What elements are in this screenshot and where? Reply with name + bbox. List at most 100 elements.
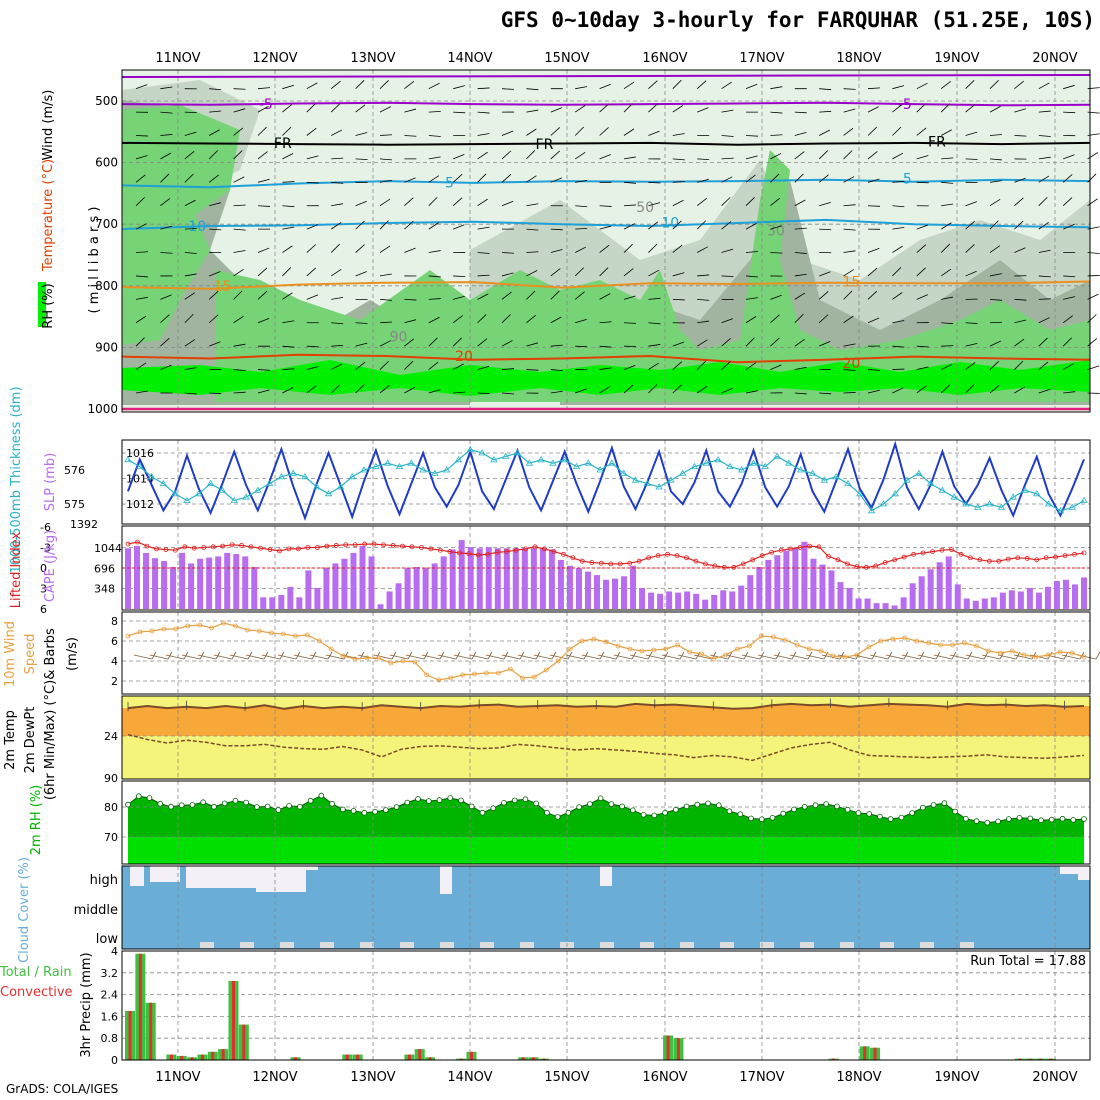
- wind-barb: [184, 339, 196, 347]
- lifted-index-point: [343, 542, 349, 548]
- rh-legend-swatch: [38, 282, 46, 327]
- rh2m-axis-label: 2m RH (%): [29, 785, 44, 856]
- rh2m-point: [168, 803, 174, 810]
- wind-barb: [160, 314, 170, 324]
- wind-barb: [745, 135, 759, 137]
- wind-barb: [184, 199, 196, 207]
- wind-barb: [672, 79, 682, 89]
- wind-barb: [550, 369, 563, 372]
- wind-barb: [648, 221, 659, 230]
- lifted-index-point: [494, 549, 500, 555]
- wind-barb: [160, 198, 171, 207]
- wind-barb: [721, 109, 734, 113]
- wind-barb: [184, 252, 197, 254]
- wind-barb: [623, 365, 636, 370]
- wind-barb: [867, 178, 880, 183]
- thickness-point: [844, 479, 852, 487]
- wind-barb-10m: [181, 654, 201, 660]
- chart-title: GFS 0~10day 3-hourly for FARQUHAR (51.25…: [500, 8, 1095, 32]
- wind-barb: [843, 176, 855, 183]
- wind-barb: [379, 134, 393, 136]
- wind-speed-point: [304, 632, 310, 638]
- lifted-index-point: [390, 543, 396, 548]
- precip-tick-label: 0: [111, 1054, 118, 1067]
- rh-contour-region: [122, 360, 1090, 396]
- wind-barb: [965, 80, 975, 89]
- cape-bar: [341, 558, 348, 609]
- rh2m-point: [887, 816, 894, 822]
- wind-barb: [1014, 338, 1025, 347]
- thickness-point: [643, 479, 652, 487]
- wind-barb: [843, 343, 856, 347]
- wind-barb-10m: [277, 654, 297, 660]
- wind-barb: [745, 251, 758, 253]
- wind-barb: [550, 249, 563, 253]
- wind-barb: [477, 226, 490, 230]
- wind-axis-label-c: & Barbs: [43, 628, 58, 680]
- date-label-top: 15NOV: [544, 51, 589, 66]
- precip-convective-bar: [832, 1058, 836, 1060]
- temp-axis-label-a: 2m Temp: [3, 710, 18, 770]
- thickness-point: [171, 490, 179, 497]
- wind-barb: [989, 384, 1000, 394]
- thickness-point: [124, 456, 132, 463]
- wind-barb: [916, 224, 929, 230]
- precip-convective-bar: [676, 1038, 680, 1060]
- rh2m-point: [640, 811, 647, 818]
- wind-barb: [574, 126, 584, 136]
- wind-barb: [989, 245, 1001, 253]
- wind-barb: [184, 292, 196, 300]
- wind-barb: [794, 338, 805, 347]
- wind-speed-point: [854, 652, 860, 658]
- wind-barb: [892, 126, 902, 136]
- lifted-index-point: [153, 546, 159, 552]
- wind-speed-point: [675, 642, 681, 648]
- wind-barb: [135, 390, 148, 394]
- wind-barb: [1038, 221, 1049, 230]
- cape-bar: [188, 563, 195, 609]
- wind-barb: [599, 154, 611, 160]
- wind-barb: [306, 155, 319, 160]
- rh2m-point: [587, 801, 593, 807]
- wind-barb-10m: [661, 654, 681, 660]
- wind-barb: [989, 180, 1002, 183]
- rh2m-point: [318, 792, 325, 799]
- low-cloud-block: [640, 942, 654, 948]
- wind-barb: [1087, 275, 1100, 277]
- wind-barb: [672, 341, 685, 347]
- wind-barb: [721, 248, 734, 253]
- wind-barb: [672, 298, 685, 301]
- wind-barb: [599, 293, 611, 300]
- thickness-point: [867, 507, 876, 514]
- thickness-point: [667, 476, 675, 483]
- lifted-index-point: [305, 545, 311, 550]
- wind-barb: [965, 384, 975, 394]
- thickness-point: [454, 456, 463, 463]
- wind-barb: [428, 298, 441, 300]
- rh2m-point: [565, 809, 572, 816]
- wind-barb: [965, 201, 977, 207]
- wind-barb: [1038, 196, 1048, 207]
- wind-barb: [770, 252, 783, 254]
- thickness-point: [596, 466, 604, 473]
- cape-bar: [287, 586, 294, 609]
- thickness-point: [726, 462, 734, 470]
- rh2m-point: [952, 808, 958, 815]
- low-cloud-block: [840, 942, 854, 948]
- wind-barb: [135, 155, 148, 160]
- thickness-point: [478, 449, 486, 456]
- wind-barb: [1063, 224, 1075, 230]
- wind-barb: [160, 364, 172, 370]
- lifted-index-point: [930, 549, 935, 554]
- wind-barb: [550, 107, 563, 113]
- wind-barb: [867, 389, 880, 394]
- wind-barb: [550, 177, 563, 183]
- date-label-top: 11NOV: [155, 51, 200, 66]
- wind-barb: [208, 150, 219, 160]
- thickness-point: [856, 490, 864, 497]
- wind-barb: [550, 316, 562, 324]
- wind-barb: [306, 82, 318, 90]
- lifted-index-point: [201, 545, 207, 550]
- lifted-index-point: [1024, 556, 1030, 561]
- wind-barb-10m: [501, 654, 521, 660]
